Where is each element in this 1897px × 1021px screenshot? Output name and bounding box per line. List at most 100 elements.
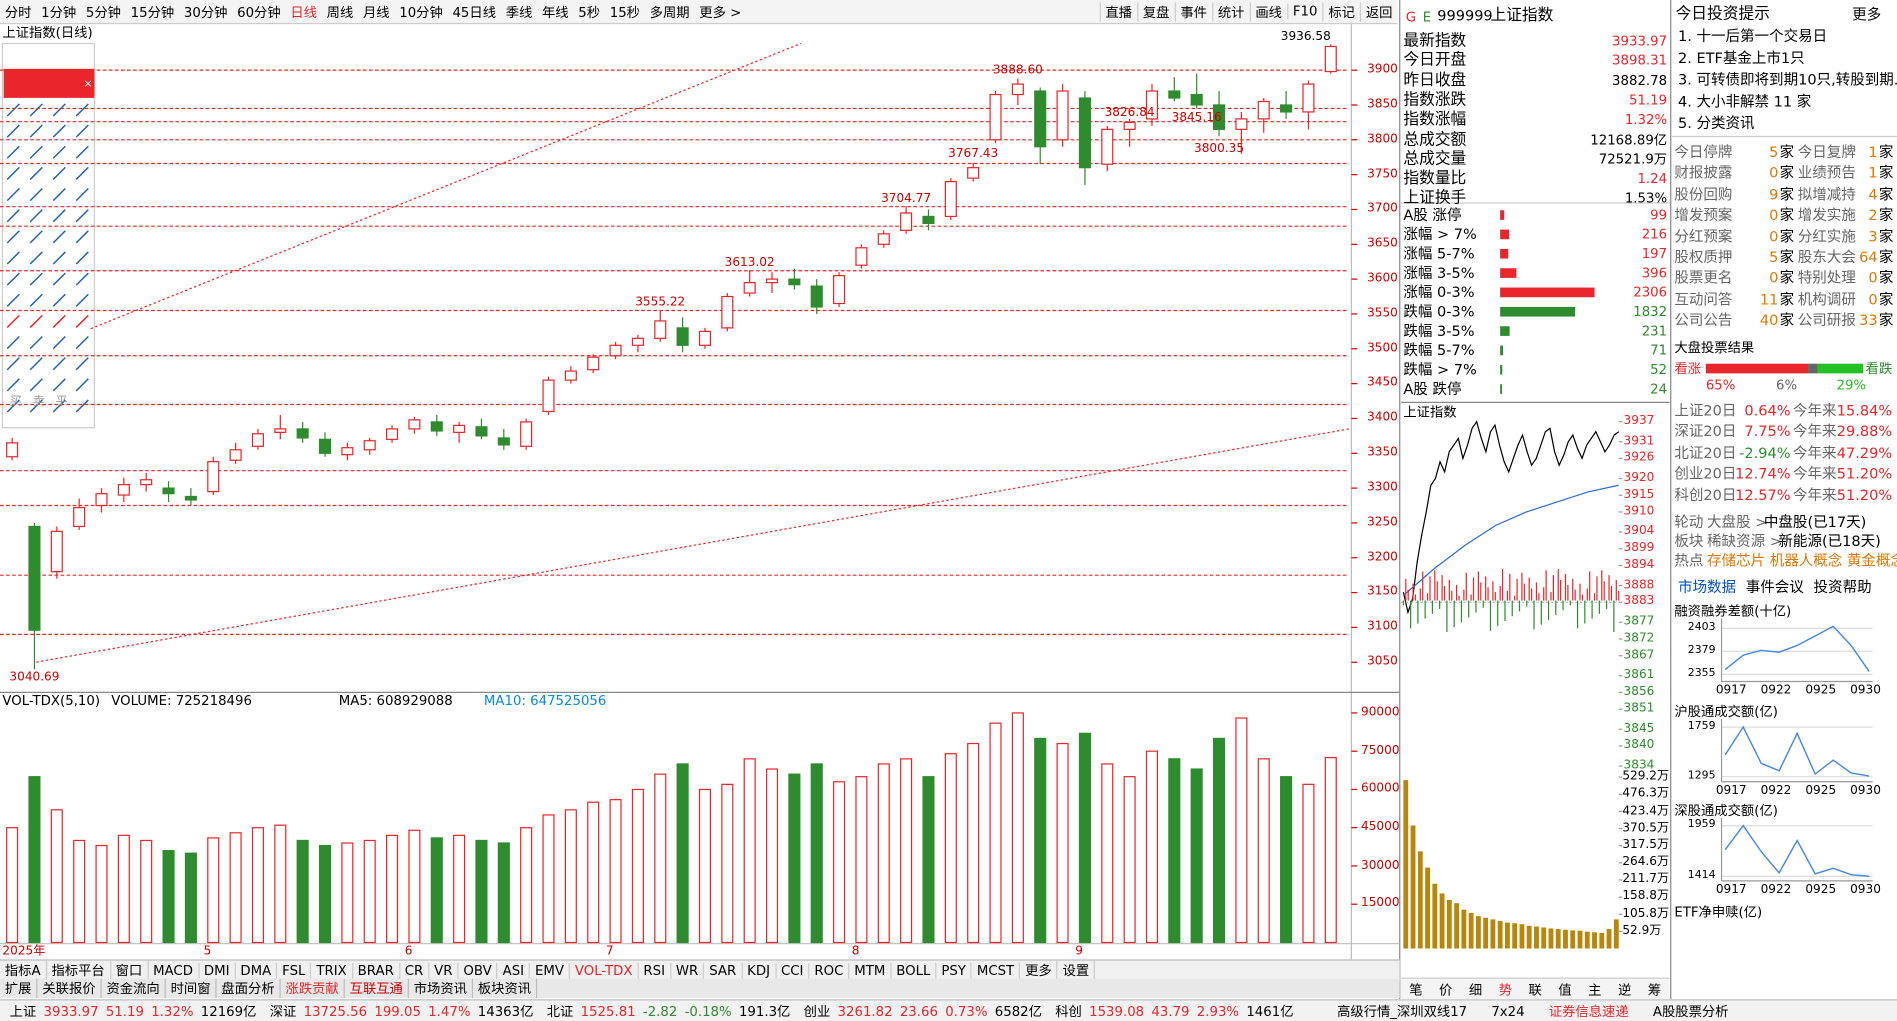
status-link[interactable]: 7x24	[1491, 1003, 1525, 1020]
intraday-tab[interactable]: 联	[1528, 981, 1542, 998]
intraday-tab[interactable]: 价	[1439, 981, 1453, 998]
panel-tab[interactable]: 关联报价	[38, 978, 102, 999]
volume-bar	[386, 834, 399, 944]
intraday-tab[interactable]: 主	[1588, 981, 1602, 998]
tool-button[interactable]: 直播	[1099, 1, 1137, 22]
volume-bar	[184, 852, 197, 944]
indicator-tab[interactable]: KDJ	[742, 962, 777, 979]
tool-button[interactable]: 返回	[1359, 1, 1398, 22]
draw-tool-icon	[29, 145, 43, 159]
period-tab[interactable]: 更多 >	[699, 4, 742, 20]
tip-item[interactable]: 5. 分类资讯	[1677, 114, 1755, 132]
panel-tab[interactable]: 扩展	[0, 978, 38, 999]
period-tab[interactable]: 日线	[290, 4, 317, 20]
period-tab[interactable]: 10分钟	[399, 4, 443, 20]
indicator-tab[interactable]: OBV	[459, 962, 498, 979]
indicator-tab[interactable]: 指标平台	[47, 960, 111, 980]
intraday-tab[interactable]: 筹	[1647, 981, 1662, 998]
period-tab[interactable]: 5秒	[578, 4, 601, 20]
panel-tab[interactable]: 涨跌贡献	[281, 978, 345, 999]
period-tab[interactable]: 周线	[326, 4, 354, 20]
period-tab[interactable]: 季线	[505, 4, 533, 20]
market-tab[interactable]: 投资帮助	[1813, 578, 1872, 596]
market-tab[interactable]: 市场数据	[1677, 578, 1737, 596]
period-tab[interactable]: 多周期	[649, 4, 690, 20]
volume-bar	[1168, 758, 1181, 944]
candle-body	[810, 285, 823, 308]
intraday-tab[interactable]: 值	[1558, 981, 1572, 998]
indicator-tab[interactable]: WR	[671, 962, 705, 979]
indicator-tab[interactable]: CCI	[776, 962, 810, 979]
tip-item[interactable]: 1. 十一后第一个交易日	[1677, 27, 1828, 45]
indicator-tab[interactable]: 窗口	[111, 960, 149, 980]
period-tab[interactable]: 1分钟	[41, 4, 77, 20]
mini-line	[1724, 824, 1870, 877]
tip-item[interactable]: 3. 可转债即将到期10只,转股到期...	[1677, 71, 1897, 89]
period-tab[interactable]: 月线	[362, 4, 390, 20]
period-tab[interactable]: 15分钟	[130, 4, 175, 20]
indicator-tab[interactable]: EMV	[530, 962, 571, 979]
indicator-tab[interactable]: MCST	[972, 962, 1021, 979]
indicator-tab[interactable]: 更多	[1020, 960, 1058, 980]
indicator-tab[interactable]: 设置	[1058, 960, 1096, 980]
panel-tab[interactable]: 资金流向	[102, 978, 166, 999]
intraday-tab[interactable]: 逆	[1618, 981, 1632, 998]
status-link[interactable]: 证券信息速递	[1548, 1004, 1629, 1020]
indicator-tab[interactable]: VOL-TDX	[570, 962, 639, 979]
indicator-tab[interactable]: BOLL	[891, 962, 937, 979]
intraday-tab[interactable]: 细	[1468, 981, 1483, 998]
indicator-tab[interactable]: MTM	[849, 962, 892, 979]
status-index: 科创	[1055, 1004, 1082, 1020]
event-count: 11	[1759, 290, 1779, 308]
indicator-tab[interactable]: FSL	[277, 962, 312, 979]
panel-tab[interactable]: 盘面分析	[217, 978, 281, 999]
period-tab[interactable]: 5分钟	[85, 4, 121, 20]
indicator-tab[interactable]: ASI	[498, 962, 531, 979]
volume-bar	[408, 829, 421, 944]
tool-button[interactable]: 标记	[1322, 1, 1360, 22]
intraday-tick-label: 3937	[1623, 414, 1655, 428]
mini-date: 0925	[1805, 883, 1837, 897]
period-tab[interactable]: 15秒	[609, 4, 640, 20]
volume-bar	[609, 799, 622, 944]
tip-item[interactable]: 4. 大小非解禁 11 家	[1677, 93, 1812, 110]
tips-more[interactable]: 更多	[1852, 6, 1882, 23]
intraday-tab[interactable]: 笔	[1409, 981, 1423, 998]
indicator-tab[interactable]: 指标A	[0, 960, 47, 980]
period-tab[interactable]: 分时	[4, 4, 32, 20]
indicator-tab[interactable]: RSI	[639, 962, 672, 979]
indicator-tab[interactable]: ROC	[810, 962, 850, 979]
tool-button[interactable]: 画线	[1249, 1, 1287, 22]
indicator-tab[interactable]: PSY	[936, 962, 972, 979]
market-tab[interactable]: 事件会议	[1745, 578, 1804, 596]
indicator-tab[interactable]: SAR	[704, 962, 743, 979]
tool-button[interactable]: 统计	[1211, 1, 1250, 22]
intraday-tab[interactable]: 势	[1498, 981, 1513, 998]
indicator-tab[interactable]: BRAR	[353, 962, 400, 979]
status-link[interactable]: A股股票分析	[1652, 1004, 1729, 1020]
panel-tab[interactable]: 市场资讯	[409, 978, 474, 999]
tool-button[interactable]: 复盘	[1136, 1, 1175, 22]
tool-button[interactable]: 事件	[1174, 1, 1212, 22]
candle-body	[6, 442, 19, 458]
indicator-tab[interactable]: DMA	[236, 962, 278, 979]
indicator-tab[interactable]: DMI	[199, 962, 236, 979]
indicator-tab[interactable]: VR	[429, 962, 459, 979]
draw-tool-icon	[6, 272, 20, 286]
intraday-volume-tick: 529.2万	[1622, 769, 1670, 784]
panel-tab[interactable]: 互联互通	[345, 978, 409, 999]
panel-tab[interactable]: 时间窗	[166, 978, 217, 999]
panel-tab[interactable]: 板块资讯	[473, 978, 538, 999]
period-tab[interactable]: 30分钟	[183, 4, 228, 20]
volume-bar	[28, 776, 41, 944]
indicator-tab[interactable]: CR	[400, 962, 430, 979]
period-tab[interactable]: 年线	[541, 4, 569, 20]
indicator-tab[interactable]: TRIX	[312, 962, 353, 979]
status-link[interactable]: 高级行情_深圳双线17	[1337, 1004, 1468, 1020]
tool-button[interactable]: F10	[1286, 3, 1322, 20]
period-tab[interactable]: 60分钟	[237, 4, 281, 20]
indicator-tab[interactable]: MACD	[148, 962, 200, 979]
tip-item[interactable]: 2. ETF基金上市1只	[1677, 49, 1805, 67]
y-tick-label: 3800	[1367, 132, 1398, 146]
period-tab[interactable]: 45日线	[452, 4, 497, 20]
